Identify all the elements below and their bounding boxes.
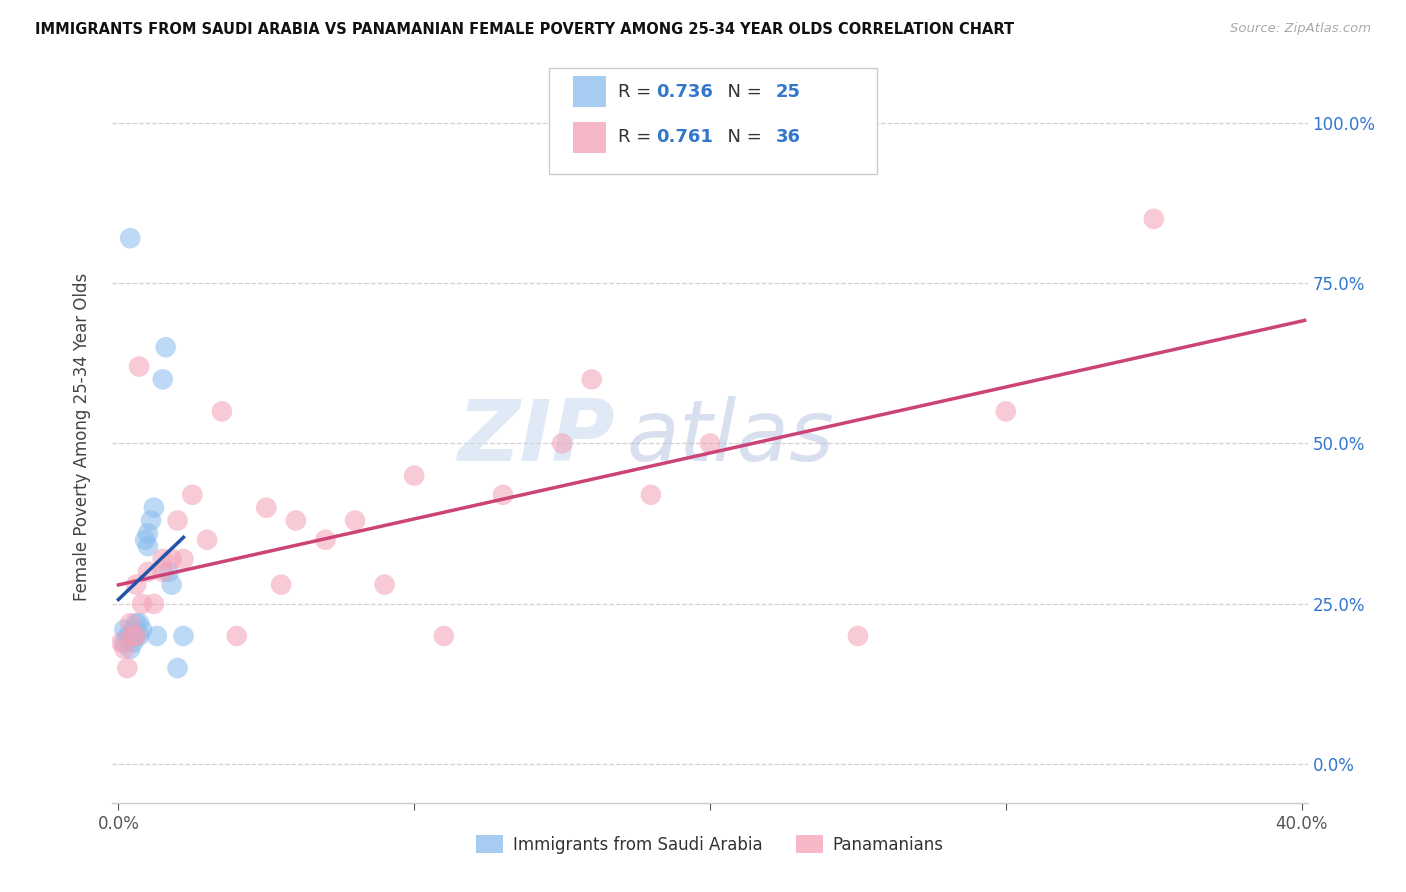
Point: [136, 539, 159, 553]
Text: R =: R =: [619, 83, 657, 101]
Point: [225, 629, 247, 643]
Point: [117, 661, 139, 675]
Point: [846, 629, 869, 643]
Text: N =: N =: [716, 83, 768, 101]
Point: [211, 404, 233, 418]
Point: [404, 468, 426, 483]
Point: [125, 629, 148, 643]
Point: [492, 488, 515, 502]
Point: [128, 629, 150, 643]
Point: [581, 372, 603, 386]
Point: [120, 629, 142, 643]
Y-axis label: Female Poverty Among 25-34 Year Olds: Female Poverty Among 25-34 Year Olds: [73, 273, 91, 601]
Point: [152, 552, 174, 566]
Text: 0.761: 0.761: [657, 128, 713, 146]
Point: [152, 372, 174, 386]
Point: [1143, 211, 1166, 226]
Point: [994, 404, 1017, 418]
Bar: [572, 77, 606, 107]
Point: [110, 635, 132, 649]
Point: [120, 616, 142, 631]
Point: [374, 577, 396, 591]
Point: [195, 533, 218, 547]
FancyBboxPatch shape: [548, 68, 877, 174]
Text: Source: ZipAtlas.com: Source: ZipAtlas.com: [1230, 22, 1371, 36]
Text: ZIP: ZIP: [457, 395, 614, 479]
Point: [284, 514, 307, 528]
Point: [157, 565, 180, 579]
Point: [136, 526, 159, 541]
Point: [155, 340, 177, 354]
Point: [128, 616, 150, 631]
Point: [160, 552, 183, 566]
Point: [120, 231, 142, 245]
Point: [551, 436, 574, 450]
Point: [172, 629, 194, 643]
Point: [128, 359, 150, 374]
Point: [699, 436, 721, 450]
Point: [160, 577, 183, 591]
Text: 0.736: 0.736: [657, 83, 713, 101]
Point: [181, 488, 204, 502]
Point: [125, 577, 148, 591]
Point: [131, 623, 153, 637]
Point: [122, 635, 145, 649]
Point: [314, 533, 336, 547]
Point: [122, 629, 145, 643]
Point: [254, 500, 277, 515]
Point: [142, 500, 165, 515]
Point: [125, 629, 148, 643]
Point: [640, 488, 662, 502]
Bar: [572, 122, 606, 153]
Point: [112, 623, 135, 637]
Point: [120, 641, 142, 656]
Point: [166, 514, 188, 528]
Point: [125, 616, 148, 631]
Point: [433, 629, 456, 643]
Point: [112, 635, 135, 649]
Point: [344, 514, 367, 528]
Text: atlas: atlas: [627, 395, 834, 479]
Legend: Immigrants from Saudi Arabia, Panamanians: Immigrants from Saudi Arabia, Panamanian…: [470, 829, 950, 860]
Point: [122, 623, 145, 637]
Point: [146, 629, 169, 643]
Point: [134, 533, 156, 547]
Text: N =: N =: [716, 128, 768, 146]
Text: IMMIGRANTS FROM SAUDI ARABIA VS PANAMANIAN FEMALE POVERTY AMONG 25-34 YEAR OLDS : IMMIGRANTS FROM SAUDI ARABIA VS PANAMANI…: [35, 22, 1014, 37]
Text: 36: 36: [776, 128, 801, 146]
Point: [270, 577, 292, 591]
Point: [166, 661, 188, 675]
Text: R =: R =: [619, 128, 662, 146]
Point: [131, 597, 153, 611]
Point: [152, 565, 174, 579]
Text: 25: 25: [776, 83, 801, 101]
Point: [136, 565, 159, 579]
Point: [139, 514, 162, 528]
Point: [142, 597, 165, 611]
Point: [117, 629, 139, 643]
Point: [172, 552, 194, 566]
Point: [112, 641, 135, 656]
